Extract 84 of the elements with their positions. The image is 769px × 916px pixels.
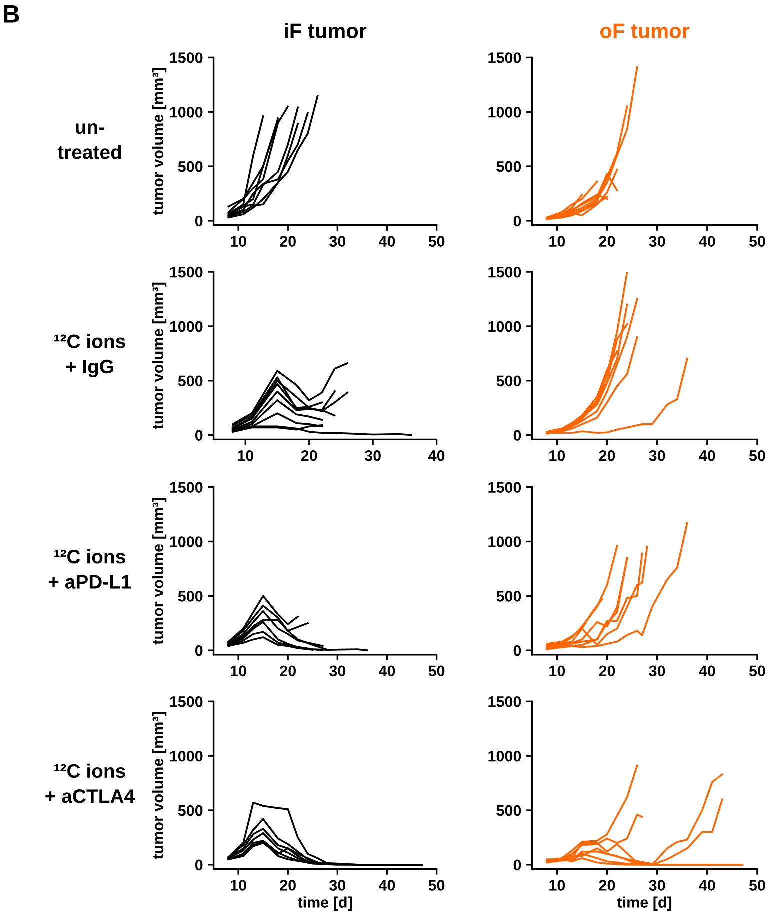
y-tick-label: 1500 [488, 482, 522, 493]
x-tick-label: 30 [364, 450, 381, 462]
y-tick-label: 1000 [170, 321, 203, 332]
y-tick-label: 500 [496, 376, 522, 387]
y-tick-label: 0 [514, 860, 522, 871]
x-tick-label: 10 [231, 236, 246, 247]
y-tick-label: 500 [496, 591, 522, 602]
x-tick-label: 40 [699, 666, 716, 677]
y-tick-label: 1500 [170, 266, 203, 278]
y-tick-label: 1000 [170, 107, 203, 118]
y-tick-label: 500 [496, 805, 522, 816]
x-tick-label: 10 [550, 236, 566, 247]
y-tick-label: 0 [514, 430, 522, 442]
x-tick-label: 40 [699, 450, 716, 462]
y-tick-label: 1500 [170, 482, 203, 493]
x-tick-label: 40 [378, 880, 396, 891]
x-tick-label: 10 [550, 450, 566, 462]
chart-title: iF tumor [285, 23, 367, 38]
x-tick-label: 10 [550, 880, 566, 891]
chart-title: oF tumor [600, 24, 690, 38]
x-tick-label: 20 [280, 666, 296, 677]
y-tick-label: 1000 [170, 536, 203, 548]
y-tick-label: 500 [178, 591, 203, 602]
x-tick-label: 40 [428, 450, 445, 462]
text: un- treated [58, 123, 122, 160]
x-tick-label: 30 [649, 666, 666, 677]
y-axis-title: tumor volume [mm³] [152, 68, 167, 216]
text: ¹²C ions + IgG [54, 334, 126, 378]
x-tick-label: 40 [699, 236, 716, 247]
x-tick-label: 50 [428, 666, 445, 677]
y-tick-label: 1500 [488, 52, 522, 64]
y-tick-label: 0 [195, 430, 203, 442]
x-tick-label: 50 [428, 880, 445, 891]
x-tick-label: 20 [301, 450, 318, 462]
y-tick-label: 1000 [488, 750, 522, 762]
y-axis-title: tumor volume [mm³] [152, 498, 167, 645]
y-tick-label: 1000 [488, 321, 522, 332]
x-tick-label: 20 [599, 450, 616, 462]
x-tick-label: 40 [378, 236, 396, 247]
x-axis-title: time [d] [298, 896, 352, 911]
x-axis-title: time [d] [617, 896, 672, 911]
x-tick-label: 10 [238, 450, 254, 462]
text: ¹²C ions + aCTLA4 [46, 764, 135, 804]
text: B [4, 6, 20, 23]
y-tick-label: 500 [178, 376, 203, 387]
y-tick-label: 0 [514, 216, 522, 227]
y-tick-label: 1000 [170, 750, 203, 762]
x-tick-label: 50 [749, 880, 766, 891]
x-tick-label: 50 [428, 236, 445, 247]
y-axis-title: tumor volume [mm³] [152, 712, 167, 860]
x-tick-label: 20 [280, 236, 296, 247]
y-tick-label: 500 [178, 805, 203, 816]
x-tick-label: 10 [231, 666, 246, 677]
x-tick-label: 30 [649, 450, 666, 462]
x-tick-label: 30 [649, 880, 666, 891]
x-tick-label: 30 [330, 880, 346, 891]
y-tick-label: 500 [178, 161, 203, 172]
y-tick-label: 1500 [170, 52, 203, 64]
x-tick-label: 30 [330, 236, 346, 247]
x-tick-label: 20 [599, 236, 616, 247]
y-tick-label: 1500 [488, 266, 522, 278]
x-tick-label: 40 [378, 666, 396, 677]
y-tick-label: 0 [195, 860, 203, 871]
x-tick-label: 20 [599, 666, 616, 677]
text: ¹²C ions + aPD-L1 [48, 549, 132, 589]
x-tick-label: 20 [599, 880, 616, 891]
y-tick-label: 0 [195, 216, 203, 227]
x-tick-label: 10 [231, 880, 246, 891]
y-tick-label: 0 [514, 645, 522, 656]
y-axis-title: tumor volume [mm³] [152, 282, 167, 430]
y-tick-label: 1000 [488, 107, 522, 118]
x-tick-label: 50 [749, 236, 766, 247]
x-tick-label: 50 [749, 666, 766, 677]
y-tick-label: 0 [195, 645, 203, 656]
x-tick-label: 20 [280, 880, 296, 891]
y-tick-label: 1000 [488, 536, 522, 548]
x-tick-label: 30 [649, 236, 666, 247]
x-tick-label: 10 [550, 666, 566, 677]
y-tick-label: 500 [496, 161, 522, 172]
y-tick-label: 1500 [488, 696, 522, 708]
x-tick-label: 50 [749, 450, 766, 462]
x-tick-label: 40 [699, 880, 716, 891]
y-tick-label: 1500 [170, 696, 203, 708]
x-tick-label: 30 [330, 666, 346, 677]
